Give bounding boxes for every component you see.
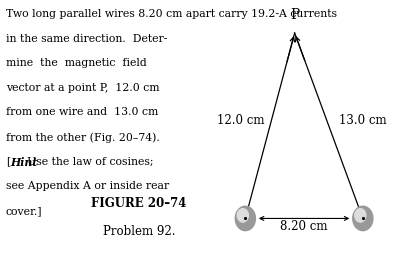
Text: vector at a point P,  12.0 cm: vector at a point P, 12.0 cm <box>6 83 160 93</box>
Text: 13.0 cm: 13.0 cm <box>339 114 386 127</box>
Text: in the same direction.  Deter-: in the same direction. Deter- <box>6 34 167 43</box>
Text: P: P <box>290 8 299 22</box>
Text: see Appendix A or inside rear: see Appendix A or inside rear <box>6 181 169 191</box>
Text: FIGURE 20–74: FIGURE 20–74 <box>91 197 187 210</box>
Text: cover.]: cover.] <box>6 206 43 216</box>
Text: from one wire and  13.0 cm: from one wire and 13.0 cm <box>6 107 158 117</box>
Circle shape <box>235 206 255 231</box>
Text: 8.20 cm: 8.20 cm <box>280 220 328 233</box>
Text: 12.0 cm: 12.0 cm <box>217 114 264 127</box>
Text: [: [ <box>6 157 10 167</box>
Circle shape <box>353 206 373 231</box>
Text: Two long parallel wires 8.20 cm apart carry 19.2-A currents: Two long parallel wires 8.20 cm apart ca… <box>6 9 337 19</box>
Text: Hint: Hint <box>10 157 37 168</box>
Text: Problem 92.: Problem 92. <box>103 225 175 238</box>
Text: mine  the  magnetic  field: mine the magnetic field <box>6 58 147 68</box>
Circle shape <box>355 209 366 222</box>
Text: from the other (Fig. 20–74).: from the other (Fig. 20–74). <box>6 132 160 143</box>
Text: : Use the law of cosines;: : Use the law of cosines; <box>20 157 153 167</box>
Circle shape <box>237 209 248 222</box>
